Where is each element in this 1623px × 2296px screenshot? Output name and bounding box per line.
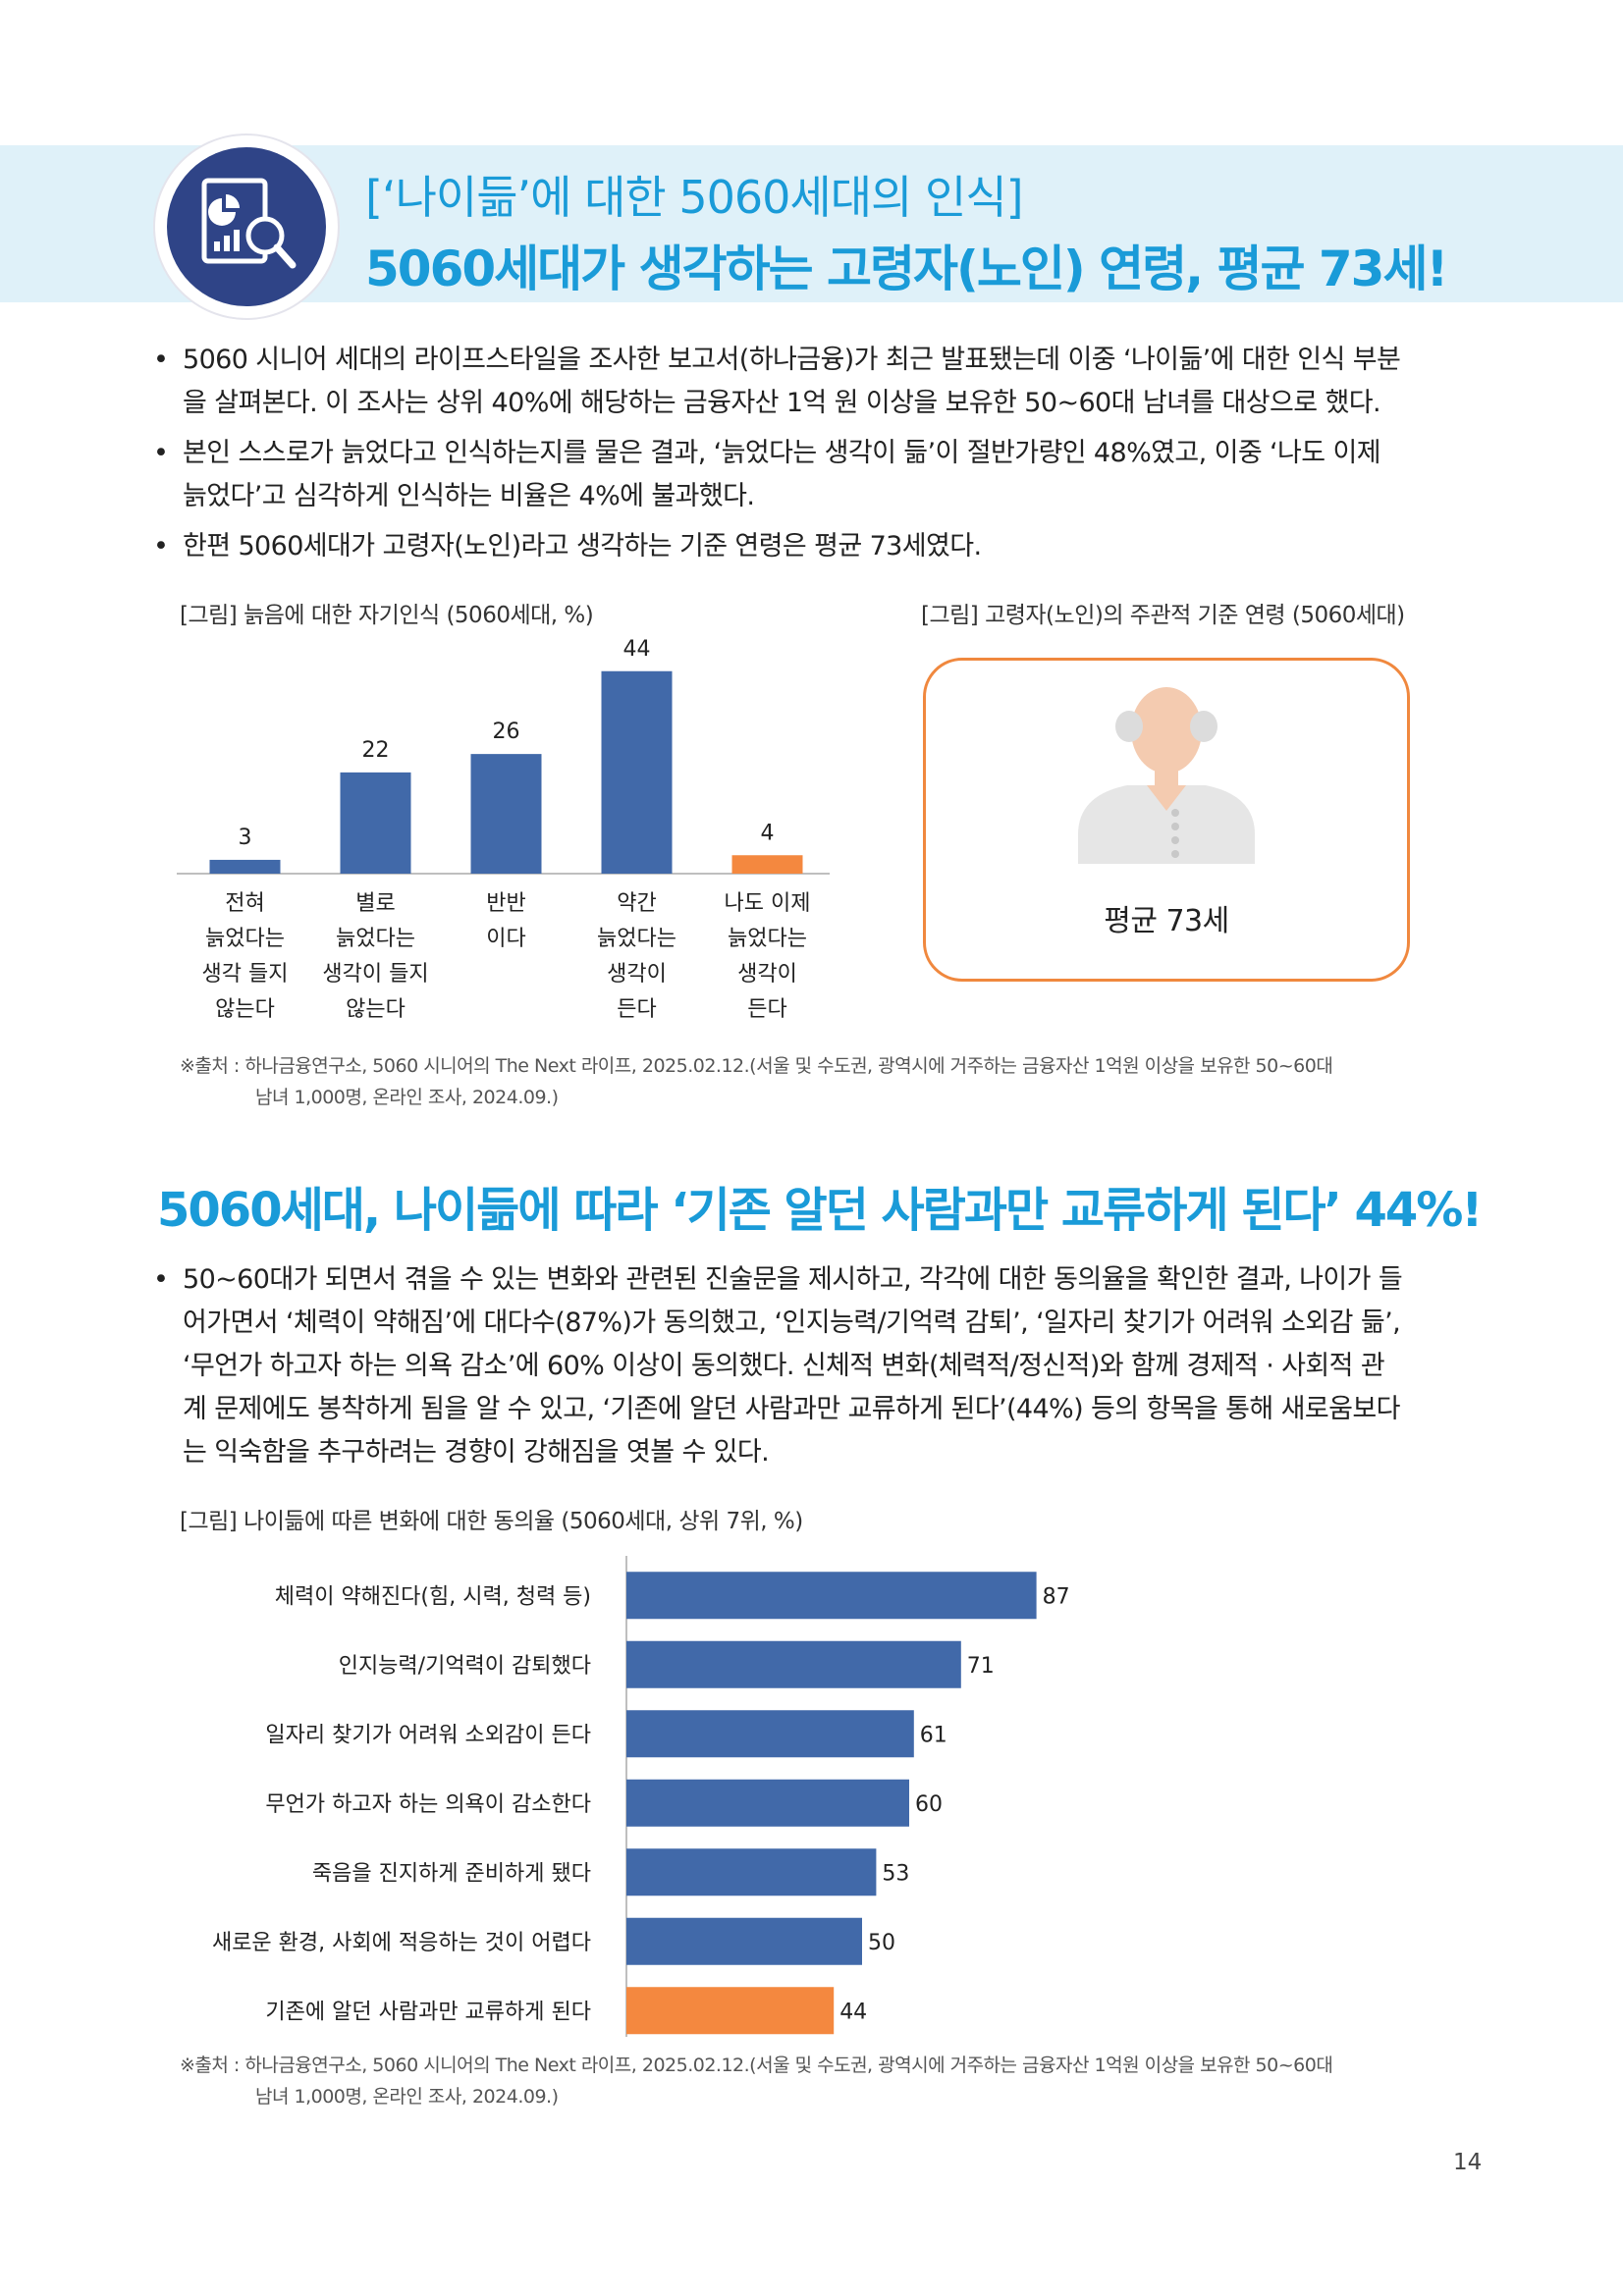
intro-bullet-1: • 5060 시니어 세대의 라이프스타일을 조사한 보고서(하나금융)가 최근…: [153, 339, 1401, 425]
category-label: 약간: [617, 891, 656, 916]
bar: [731, 855, 803, 874]
change-agreement-bar-chart: 87 체력이 약해진다(힘, 시력, 청력 등) 71 인지능력/기억력이 감퇴했다 6…: [212, 1556, 1070, 2037]
category-label: 나도 이제: [725, 891, 811, 916]
text-line: 5060 시니어 세대의 라이프스타일을 조사한 보고서(하나금융)가 최근 발…: [183, 345, 1401, 375]
data-label: 4: [761, 821, 775, 845]
category-label: 반반: [486, 891, 525, 916]
category-label: 늙었다는: [597, 927, 676, 951]
source-line: ※출처 : 하나금융연구소, 5060 시니어의 The Next 라이프, 2…: [180, 1055, 1333, 1077]
category-label: 늙었다는: [728, 927, 807, 951]
chart2-caption: [그림] 나이듦에 따른 변화에 대한 동의율 (5060세대, 상위 7위, …: [180, 1509, 803, 1534]
data-label: 71: [967, 1654, 995, 1679]
data-label: 3: [239, 826, 252, 850]
bullet-dot: •: [153, 345, 169, 375]
age-panel-caption: [그림] 고령자(노인)의 주관적 기준 연령 (5060세대): [921, 603, 1405, 628]
data-label: 22: [362, 738, 390, 763]
section2-title: 5060세대, 나이듦에 따라 ‘기존 알던 사람과만 교류하게 된다’ 44%…: [157, 1183, 1483, 1238]
category-label: 이다: [486, 927, 525, 951]
bar: [601, 670, 673, 874]
category-label: 생각이: [737, 962, 797, 987]
text-line: 늙었다’고 심각하게 인식하는 비율은 4%에 불과했다.: [183, 481, 755, 511]
text-line: 을 살펴본다. 이 조사는 상위 40%에 해당하는 금융자산 1억 원 이상을…: [183, 388, 1381, 418]
report-magnifier-icon: [155, 135, 338, 318]
intro-bullet-2: • 본인 스스로가 늙었다고 인식하는지를 물은 결과, ‘늙었다는 생각이 듦…: [153, 432, 1381, 518]
category-label: 않는다: [346, 997, 406, 1022]
category-label: 별로: [355, 891, 395, 916]
source-note-2: ※출처 : 하나금융연구소, 5060 시니어의 The Next 라이프, 2…: [180, 2050, 1333, 2112]
data-label: 44: [839, 2000, 867, 2024]
bar: [626, 1640, 961, 1688]
bar: [626, 1848, 877, 1896]
category-label: 든다: [747, 997, 786, 1022]
bullet-dot: •: [153, 531, 169, 561]
data-label: 53: [882, 1861, 909, 1886]
source-line: 남녀 1,000명, 온라인 조사, 2024.09.): [255, 2086, 559, 2108]
age-panel: [923, 658, 1410, 982]
category-label: 생각이 들지: [322, 962, 428, 987]
data-label: 87: [1043, 1584, 1070, 1609]
bullet-dot: •: [153, 438, 169, 468]
header-title-line1: [‘나이듦’에 대한 5060세대의 인식]: [365, 171, 1024, 224]
section2-bullet: • 50~60대가 되면서 겪을 수 있는 변화와 관련된 진술문을 제시하고,…: [153, 1258, 1403, 1474]
bar: [340, 772, 411, 874]
category-label: 생각 들지: [202, 962, 289, 987]
category-label: 기존에 알던 사람과만 교류하게 된다: [265, 2000, 591, 2024]
bar: [626, 1710, 914, 1758]
data-label: 26: [493, 720, 520, 744]
category-label: 무언가 하고자 하는 의욕이 감소한다: [265, 1792, 591, 1817]
category-label: 늙었다는: [336, 927, 415, 951]
bar: [626, 1987, 835, 2035]
page-number: 14: [1453, 2150, 1483, 2175]
category-label: 않는다: [215, 997, 275, 1022]
data-label: 60: [915, 1792, 943, 1817]
category-label: 죽음을 진지하게 준비하게 됐다: [312, 1861, 591, 1886]
bar: [470, 754, 542, 874]
data-label: 44: [623, 637, 651, 662]
bullet-dot: •: [153, 1264, 169, 1295]
category-label: 체력이 약해진다(힘, 시력, 청력 등): [275, 1584, 591, 1609]
text-line: 한편 5060세대가 고령자(노인)라고 생각하는 기준 연령은 평균 73세였…: [183, 531, 982, 561]
category-label: 새로운 환경, 사회에 적응하는 것이 어렵다: [212, 1931, 591, 1955]
category-label: 늙었다는: [205, 927, 285, 951]
intro-bullet-3: • 한편 5060세대가 고령자(노인)라고 생각하는 기준 연령은 평균 73…: [153, 525, 982, 568]
category-label: 인지능력/기억력이 감퇴했다: [339, 1654, 591, 1679]
category-label: 전혀: [225, 891, 264, 916]
data-label: 61: [920, 1723, 947, 1747]
text-line: 본인 스스로가 늙었다고 인식하는지를 물은 결과, ‘늙었다는 생각이 듦’이…: [183, 438, 1381, 468]
average-age-value: 평균 73세: [1104, 904, 1229, 938]
source-line: ※출처 : 하나금융연구소, 5060 시니어의 The Next 라이프, 2…: [180, 2055, 1333, 2076]
header-title-line2: 5060세대가 생각하는 고령자(노인) 연령, 평균 73세!: [365, 240, 1448, 297]
chart1-caption: [그림] 늙음에 대한 자기인식 (5060세대, %): [180, 603, 594, 628]
source-note-1: ※출처 : 하나금융연구소, 5060 시니어의 The Next 라이프, 2…: [180, 1050, 1333, 1113]
bar: [626, 1779, 909, 1827]
text-line: 50~60대가 되면서 겪을 수 있는 변화와 관련된 진술문을 제시하고, 각…: [183, 1264, 1403, 1295]
category-label: 든다: [617, 997, 656, 1022]
bar: [209, 859, 281, 874]
text-line: ‘무언가 하고자 하는 의욕 감소’에 60% 이상이 동의했다. 신체적 변화…: [183, 1351, 1385, 1381]
category-label: 일자리 찾기가 어려워 소외감이 든다: [265, 1723, 591, 1747]
text-line: 계 문제에도 봉착하게 됨을 알 수 있고, ‘기존에 알던 사람과만 교류하게…: [183, 1394, 1400, 1424]
source-line: 남녀 1,000명, 온라인 조사, 2024.09.): [255, 1087, 559, 1108]
text-line: 는 익숙함을 추구하려는 경향이 강해짐을 엿볼 수 있다.: [183, 1437, 770, 1468]
data-label: 50: [868, 1931, 895, 1955]
category-label: 생각이: [607, 962, 667, 987]
elderly-man-icon: [1078, 687, 1255, 864]
bar: [626, 1572, 1037, 1620]
text-line: 어가면서 ‘체력이 약해짐’에 대다수(87%)가 동의했고, ‘인지능력/기억…: [183, 1308, 1401, 1338]
bar: [626, 1917, 862, 1965]
